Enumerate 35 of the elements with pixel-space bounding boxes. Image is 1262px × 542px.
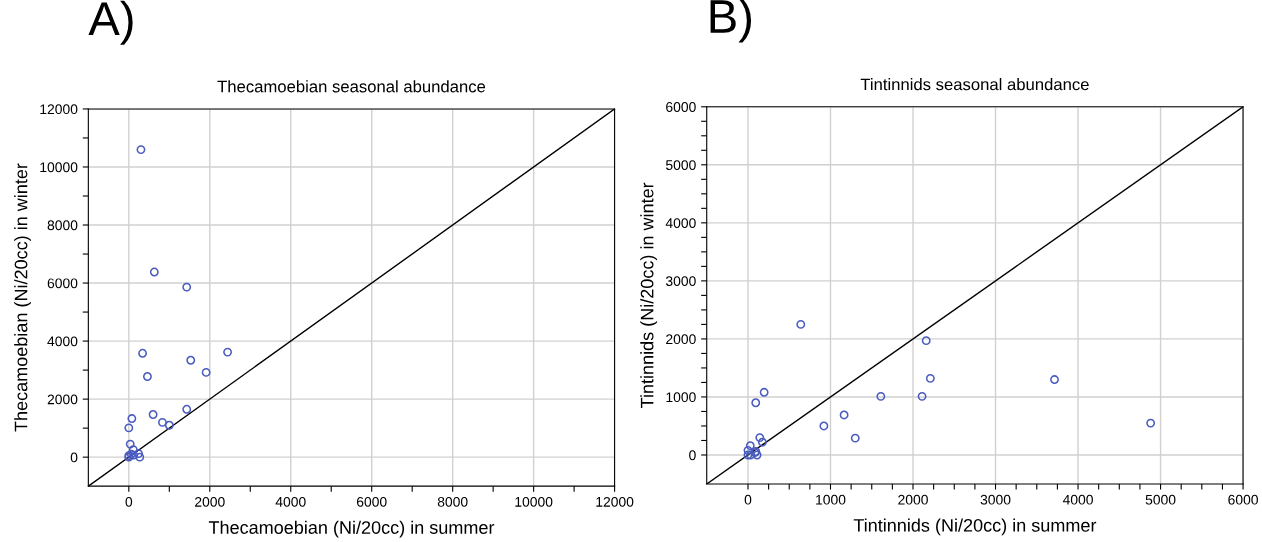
- y-tick-label: 10000: [40, 162, 78, 173]
- y-tick-label: 4000: [665, 218, 696, 229]
- y-tick-label: 0: [689, 450, 696, 461]
- y-tick-label: 5000: [665, 160, 696, 170]
- chart-title: Thecamoebian seasonal abundance: [217, 80, 486, 93]
- x-tick-label: 3000: [980, 494, 1011, 505]
- x-tick-label: 4000: [275, 496, 306, 507]
- x-tick-label: 5000: [1145, 494, 1176, 505]
- y-tick-label: 6000: [47, 278, 78, 289]
- y-tick-label: 4000: [47, 336, 78, 347]
- x-axis-title: Tintinnids (Ni/20cc) in summer: [853, 518, 1097, 536]
- y-tick-label: 1000: [666, 392, 696, 403]
- y-tick-label: 12000: [40, 104, 78, 115]
- y-tick-label: 2000: [666, 334, 696, 345]
- x-tick-label: 6000: [1228, 494, 1258, 505]
- y-axis-title: Thecamoebian (Ni/20cc) in winter: [14, 163, 31, 432]
- x-tick-label: 2000: [898, 494, 928, 505]
- x-tick-label: 2000: [195, 496, 225, 507]
- x-tick-label: 10000: [515, 496, 553, 507]
- x-tick-label: 0: [744, 494, 752, 505]
- y-tick-label: 6000: [666, 102, 696, 112]
- chart-title: Tintinnids seasonal abundance: [860, 78, 1089, 91]
- y-tick-label: 0: [70, 452, 78, 463]
- x-tick-label: 1000: [816, 494, 846, 505]
- y-axis-title: Tintinnids (Ni/20cc) in winter: [640, 182, 658, 409]
- text: A): [88, 0, 133, 45]
- x-tick-label: 4000: [1062, 494, 1093, 505]
- y-tick-label: 2000: [47, 394, 78, 405]
- x-tick-label: 12000: [596, 496, 634, 507]
- x-axis-title: Thecamoebian (Ni/20cc) in summer: [208, 520, 495, 538]
- x-tick-label: 0: [125, 496, 133, 507]
- x-tick-label: 6000: [356, 496, 387, 507]
- y-tick-label: 8000: [47, 220, 78, 231]
- y-tick-label: 3000: [665, 276, 696, 287]
- x-tick-label: 8000: [437, 496, 468, 507]
